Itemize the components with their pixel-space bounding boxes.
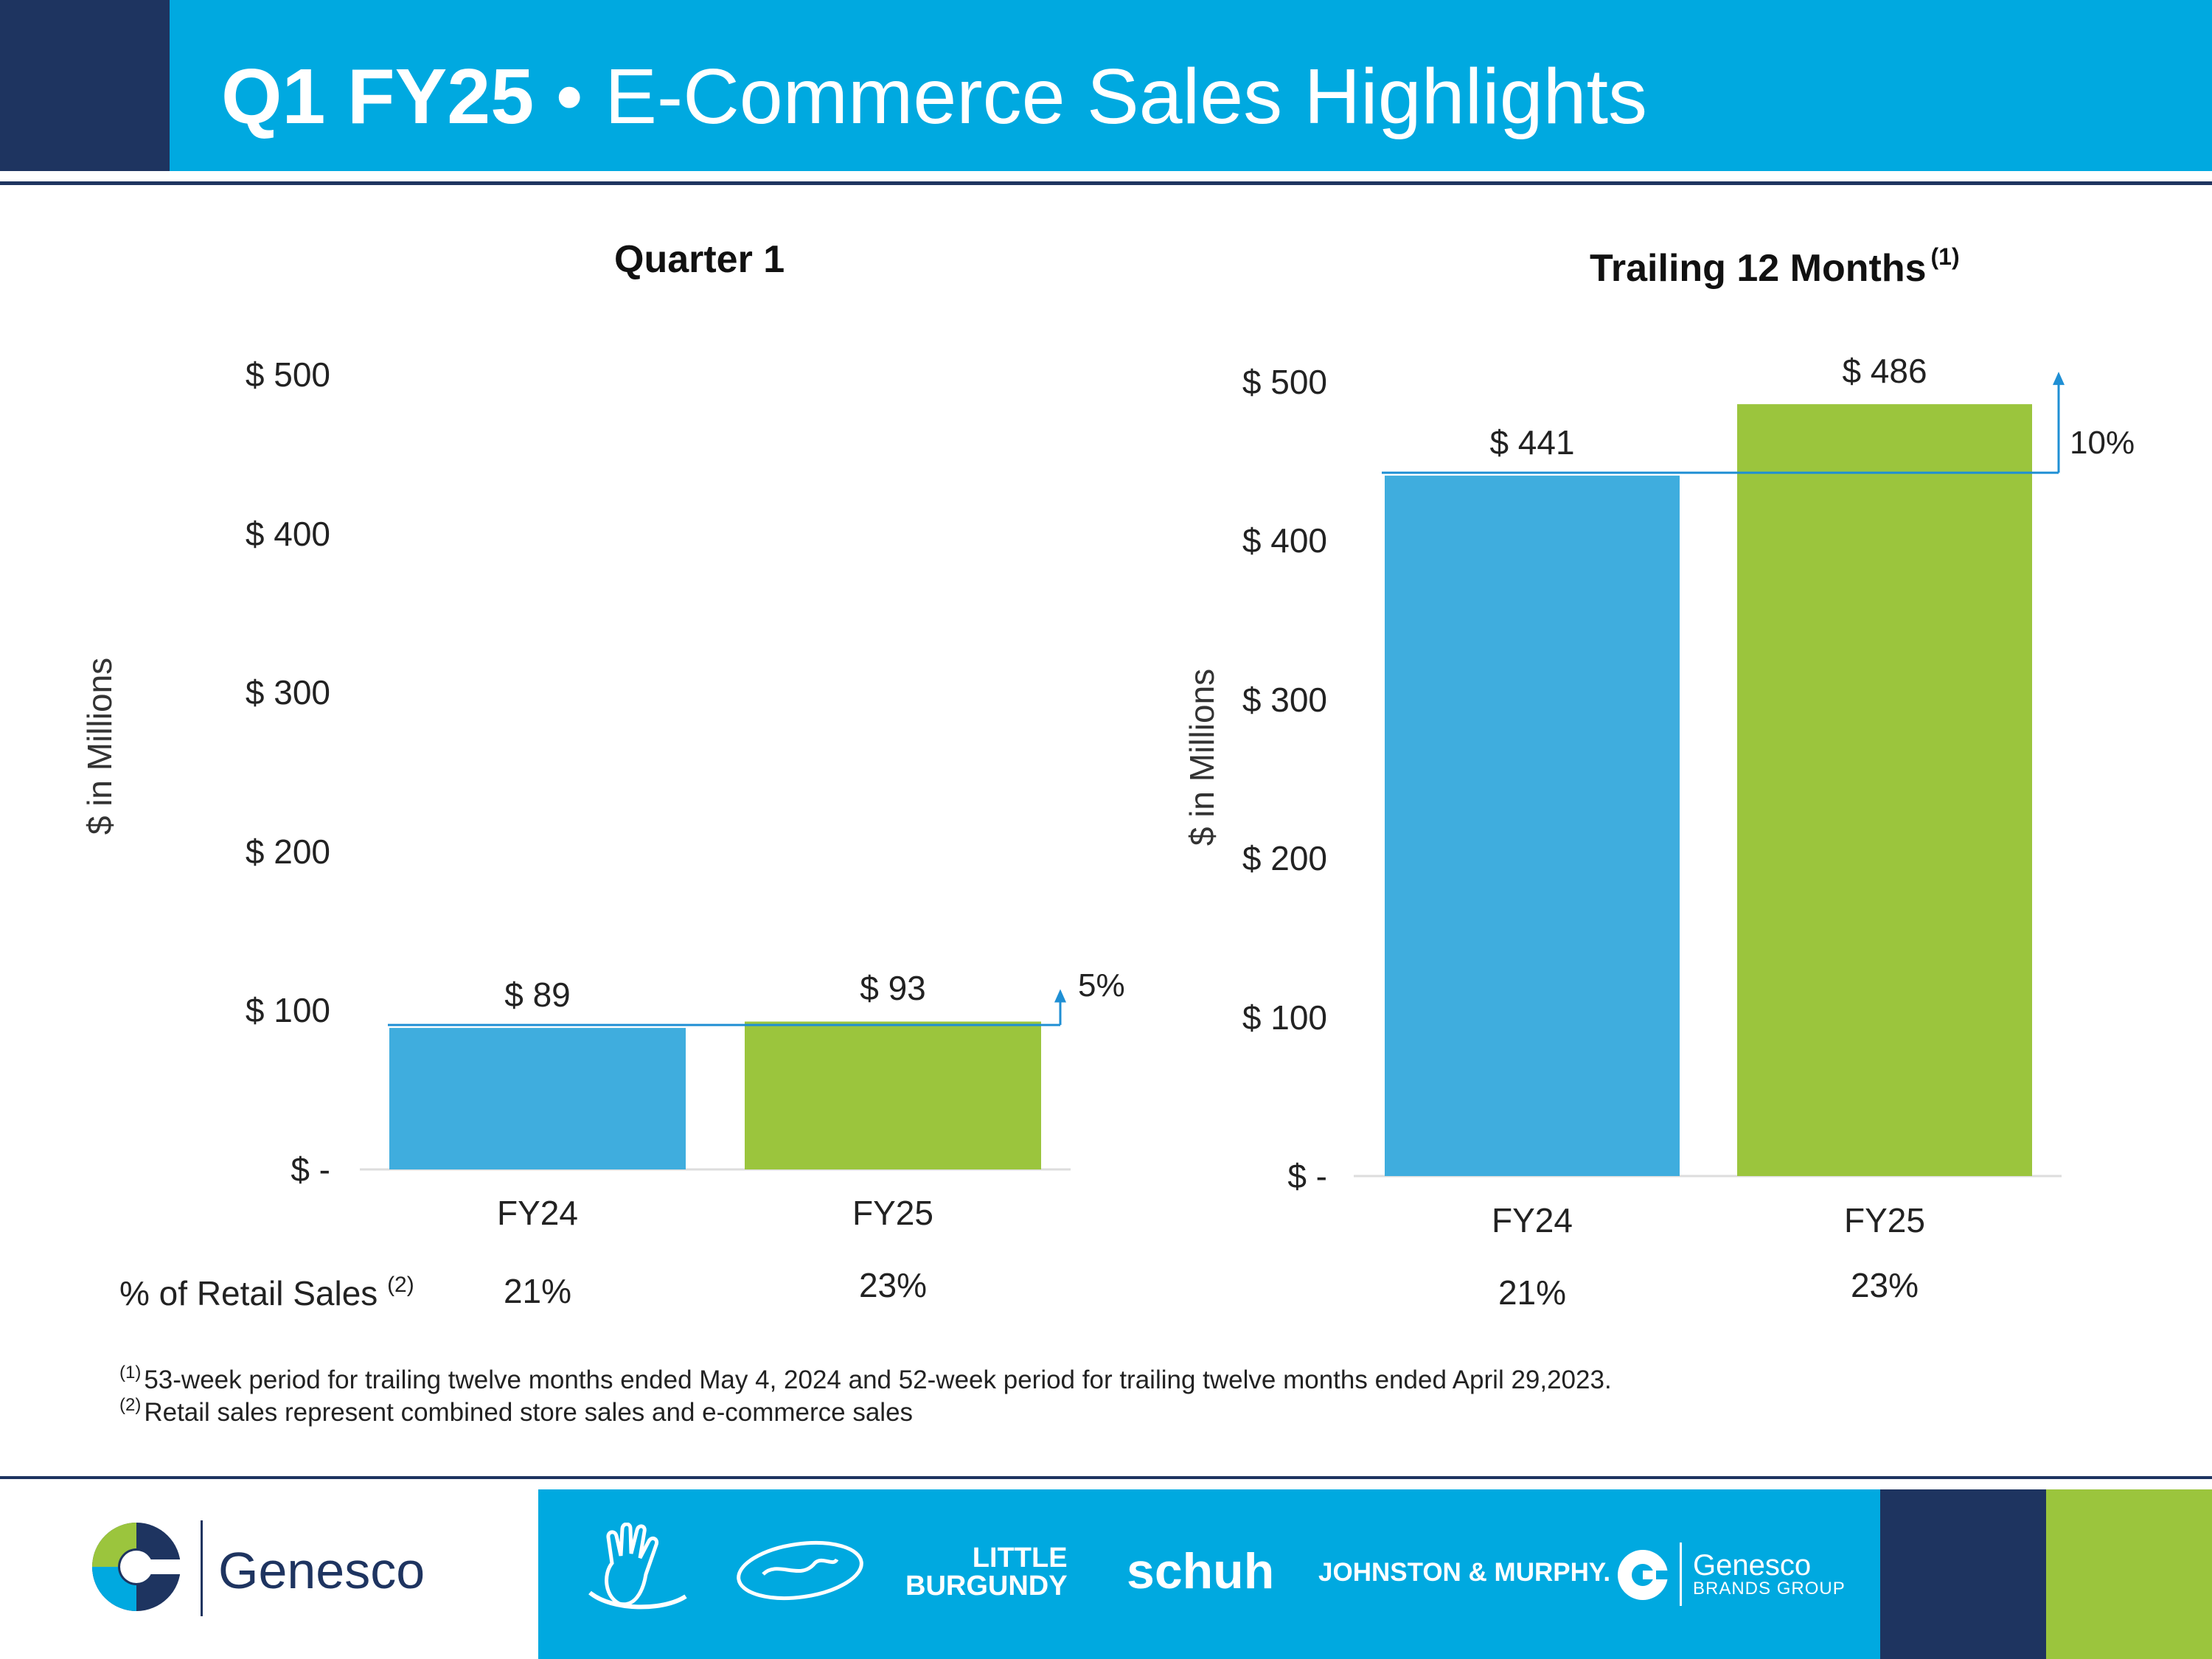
chart-2-data-label: $ 441	[1489, 423, 1575, 462]
footnote-1: (1) 53-week period for trailing twelve mo…	[119, 1363, 1612, 1395]
chart-2-ytick-label: $ 300	[1242, 680, 1327, 719]
chart-1-title-text: Quarter 1	[614, 238, 785, 281]
chart-2-title-text: Trailing 12 Months	[1590, 247, 1927, 290]
schuh-logo: schuh	[1127, 1543, 1275, 1599]
footer-green-block	[2046, 1489, 2212, 1659]
footer-navy-block	[1880, 1489, 2046, 1659]
logo-divider	[201, 1520, 203, 1616]
chart-2-growth-arrow-icon	[2053, 372, 2065, 386]
footnote-1-text: 53-week period for trailing twelve month…	[144, 1366, 1612, 1394]
footnote-2-text: Retail sales represent combined store sa…	[144, 1398, 914, 1427]
genesco-logo-text: Genesco	[218, 1542, 425, 1599]
chart-2-ytick-label: $ 500	[1242, 363, 1327, 401]
chart-1-title: Quarter 1	[614, 237, 785, 282]
chart-1-ytick-label: $ 200	[245, 832, 330, 871]
footer-divider	[0, 1476, 2212, 1479]
page-title-rest: • E-Commerce Sales Highlights	[555, 53, 1648, 140]
chart-1-ytick-label: $ 300	[245, 673, 330, 712]
little-burgundy-line-2: BURGUNDY	[905, 1571, 1068, 1601]
header-banner	[170, 0, 2212, 171]
chart-2-category-label: FY24	[1492, 1201, 1573, 1239]
chart-1-ytick-label: $ 500	[245, 355, 330, 394]
chart-1-category-label: FY25	[852, 1194, 933, 1232]
retail-sales-label: % of Retail Sales (2)	[119, 1273, 414, 1313]
header-divider	[0, 181, 2212, 185]
chart-2-category-label: FY25	[1844, 1201, 1925, 1239]
chart-1-bar-fy25	[745, 1021, 1041, 1169]
footnote-1-mark: (1)	[119, 1363, 142, 1382]
chart-2-pct-retail: 23%	[1850, 1266, 1919, 1304]
chart-2-bar-fy25	[1737, 404, 2032, 1176]
genesco-brands-group-logo: Genesco BRANDS GROUP	[1693, 1551, 1846, 1598]
chart-2-bar-fy24	[1385, 476, 1680, 1176]
chart-1-ytick-label: $ 100	[245, 991, 330, 1030]
chart-2-pct-retail: 21%	[1498, 1273, 1567, 1312]
little-burgundy-logo: LITTLE BURGUNDY	[905, 1544, 1068, 1600]
chart-1-bar-fy24	[389, 1028, 686, 1169]
journeys-kidz-logo-icon	[737, 1540, 863, 1601]
gbg-line-2: BRANDS GROUP	[1693, 1579, 1846, 1599]
chart-1-data-label: $ 93	[860, 969, 926, 1008]
chart-2-ytick-label: $ 400	[1242, 521, 1327, 560]
genesco-brands-group-icon	[1618, 1550, 1669, 1600]
chart-1-category-label: FY24	[497, 1194, 578, 1232]
retail-sales-label-text: % of Retail Sales	[119, 1274, 378, 1312]
chart-2-data-label: $ 486	[1842, 352, 1927, 391]
chart-2-title: Trailing 12 Months (1)	[1590, 243, 1960, 291]
chart-2-title-note: (1)	[1930, 243, 1960, 270]
chart-2-ytick-label: $ 200	[1242, 839, 1327, 878]
chart-1-ytick-label: $ -	[291, 1150, 330, 1189]
page-title-bold: Q1 FY25	[221, 53, 535, 140]
retail-sales-label-note: (2)	[387, 1273, 414, 1297]
chart-1-pct-retail: 21%	[503, 1272, 572, 1310]
chart-1-growth-arrow-icon	[1054, 989, 1066, 1003]
gbg-line-1: Genesco	[1693, 1549, 1812, 1582]
chart-2-growth-label: 10%	[2070, 425, 2135, 461]
little-burgundy-line-1: LITTLE	[972, 1543, 1068, 1573]
header-navy-block	[0, 0, 170, 171]
footnote-2: (2) Retail sales represent combined store…	[119, 1395, 913, 1427]
page-title: Q1 FY25 • E-Commerce Sales Highlights	[221, 58, 1647, 136]
chart-2-ytick-label: $ 100	[1242, 998, 1327, 1037]
journeys-logo-icon	[588, 1523, 687, 1610]
chart-2-ytick-label: $ -	[1287, 1157, 1327, 1195]
gbg-divider	[1680, 1543, 1682, 1606]
chart-1-data-label: $ 89	[504, 975, 571, 1015]
chart-1-pct-retail: 23%	[858, 1266, 928, 1304]
chart-1-ytick-label: $ 400	[245, 514, 330, 553]
chart-1-growth-label: 5%	[1078, 967, 1125, 1004]
genesco-logo-icon	[92, 1523, 181, 1611]
footnote-2-mark: (2)	[119, 1395, 142, 1415]
johnston-murphy-logo: JOHNSTON & MURPHY.	[1318, 1558, 1611, 1587]
